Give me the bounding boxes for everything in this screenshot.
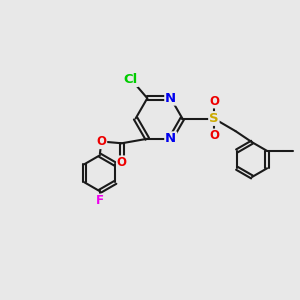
Text: N: N: [165, 132, 176, 145]
Text: O: O: [209, 94, 219, 108]
Text: O: O: [96, 135, 106, 148]
Text: F: F: [96, 194, 104, 207]
Text: O: O: [209, 129, 219, 142]
Text: O: O: [117, 156, 127, 169]
Text: Cl: Cl: [124, 73, 138, 86]
Text: N: N: [165, 92, 176, 105]
Text: S: S: [209, 112, 219, 125]
